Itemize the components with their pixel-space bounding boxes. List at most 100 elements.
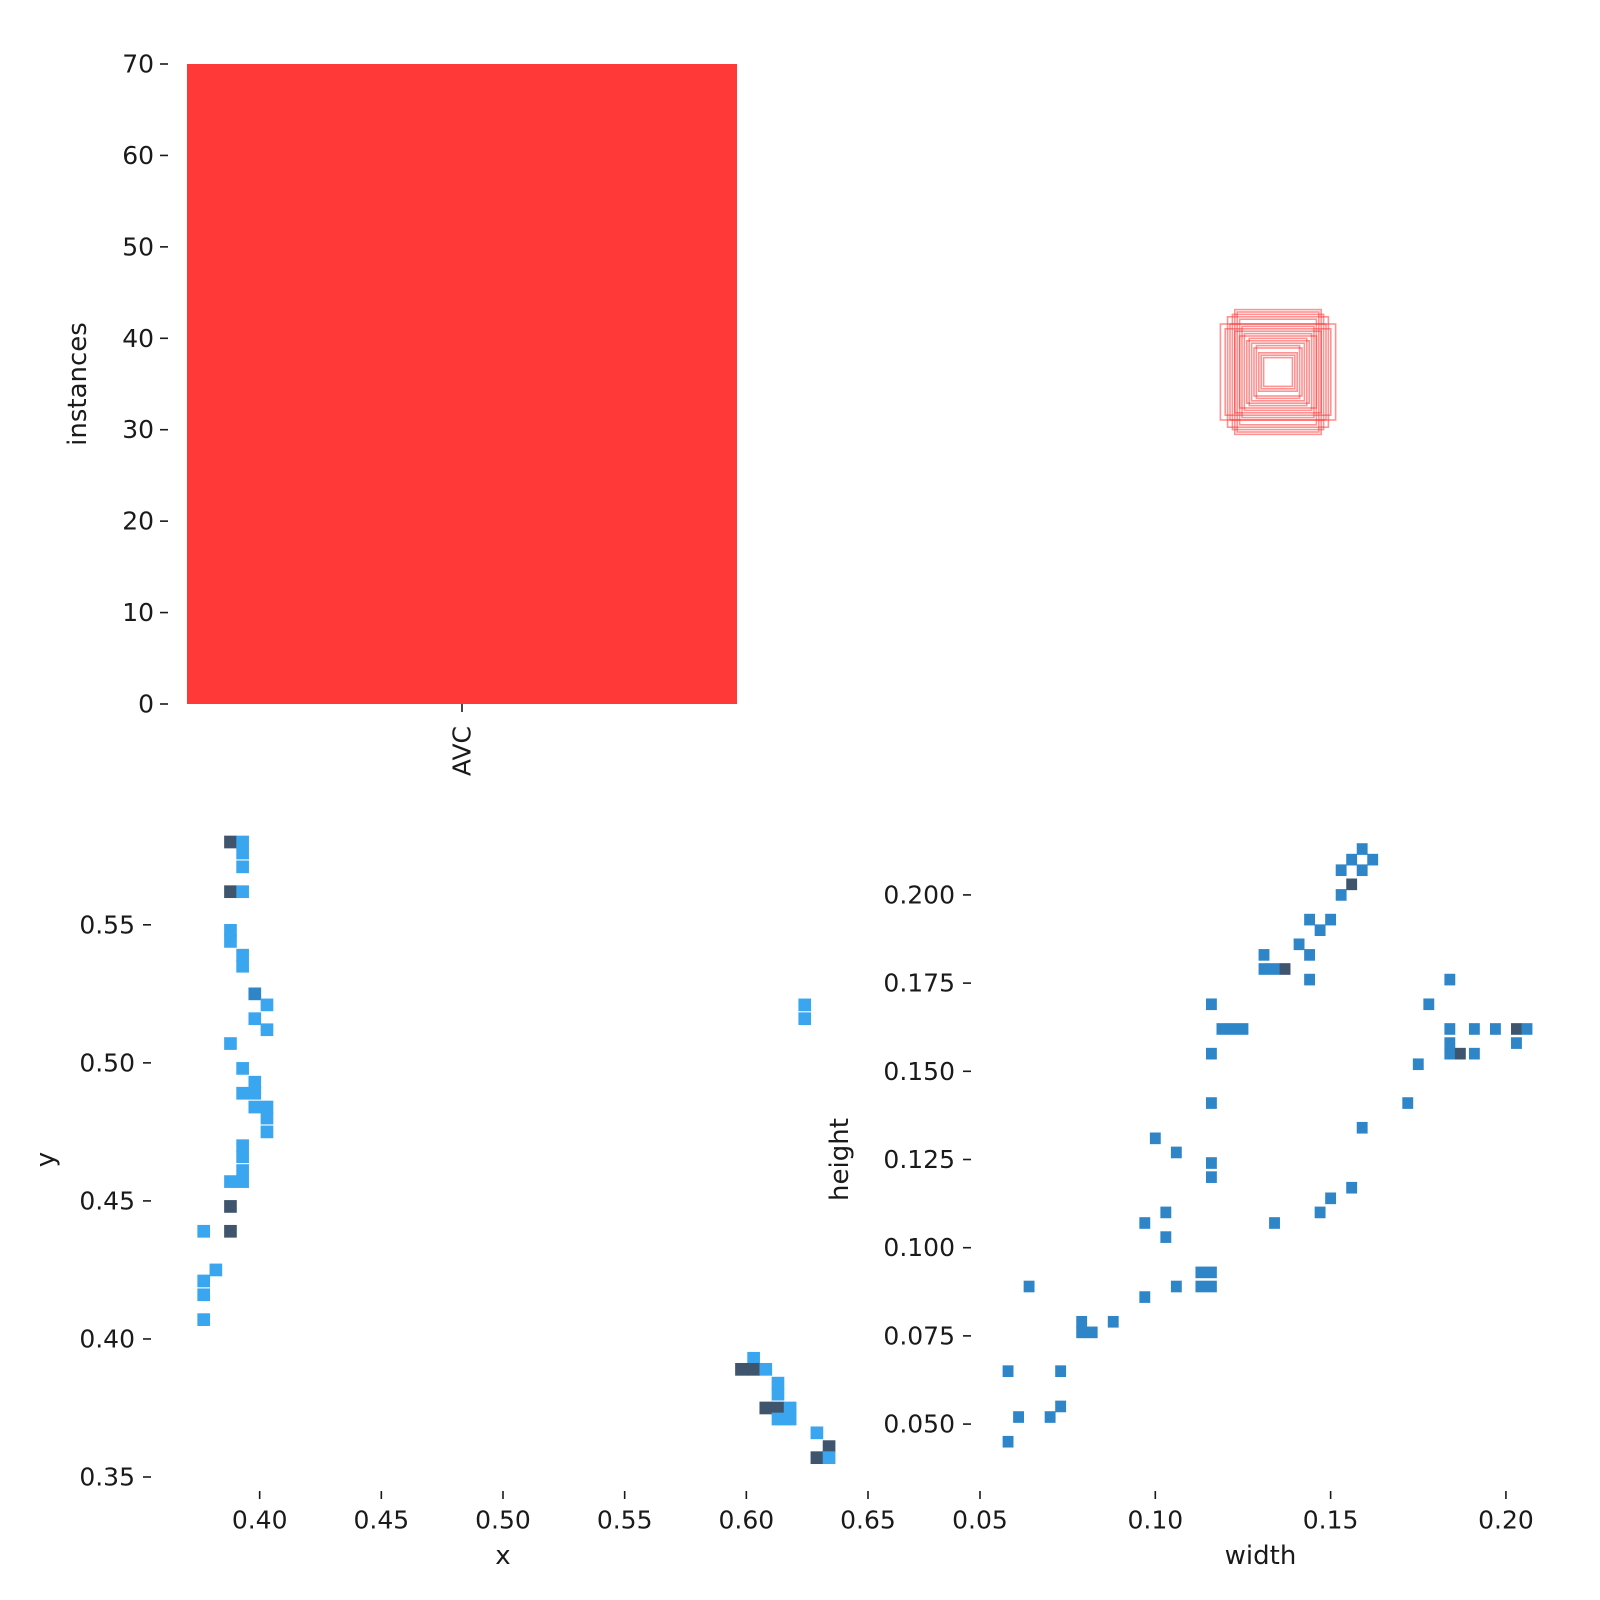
heatmap-cell: [1139, 1291, 1151, 1303]
heatmap-cell: [260, 1111, 274, 1125]
heatmap-cell: [1468, 1023, 1480, 1035]
box-outline: [1238, 335, 1318, 409]
heatmap-cell: [1325, 1192, 1337, 1205]
box-outline: [1246, 339, 1311, 404]
box-outline: [1236, 311, 1320, 433]
y-tick-label: 30: [122, 415, 154, 444]
box-outline: [1258, 351, 1299, 392]
xy-heatmap-panel: 0.40 0.45 0.50 0.55 0.60 0.65 0.35 0.40 0.45 0.50…: [31, 835, 896, 1571]
heatmap-cell: [1170, 1146, 1182, 1159]
heatmap-cell: [1195, 1266, 1207, 1279]
heatmap-cell: [236, 948, 249, 962]
box-outline: [1262, 356, 1294, 388]
heatmap-cell: [1107, 1315, 1119, 1328]
heatmap-cell: [1521, 1023, 1533, 1035]
box-outline: [1255, 344, 1301, 400]
heatmap-cell: [1356, 843, 1368, 855]
heatmap-cell: [236, 1062, 249, 1075]
heatmap-cell: [759, 1401, 773, 1415]
instances-bar-panel: AVC 0 10 20 30 40 50 60 70 instances: [63, 50, 737, 776]
heatmap-cell: [798, 998, 812, 1012]
y-axis-label: instances: [63, 322, 93, 446]
heatmap-cell: [248, 1086, 262, 1100]
x-axis-label: x: [495, 1541, 510, 1571]
heatmap-cell: [1139, 1217, 1151, 1229]
heatmap-cell: [224, 1224, 237, 1238]
heatmap-cell: [810, 1451, 824, 1465]
heatmap-cell: [224, 923, 237, 937]
heatmap-cell: [1304, 973, 1316, 986]
y-axis-label: y: [31, 1152, 61, 1167]
y-tick-label: 0.175: [883, 969, 955, 998]
heatmap-cell: [1444, 1023, 1456, 1035]
heatmap-cell: [1205, 1157, 1217, 1169]
heatmap-cell: [1205, 1280, 1217, 1293]
box-outline: [1241, 325, 1315, 419]
heatmap-cell: [1055, 1365, 1067, 1377]
y-tick-label: 40: [122, 324, 154, 353]
heatmap-cell: [224, 885, 237, 899]
heatmap-cell: [1237, 1023, 1249, 1035]
x-tick-label: 0.10: [1127, 1506, 1183, 1535]
heatmap-cell: [260, 1100, 274, 1114]
box-outline: [1253, 347, 1303, 397]
y-tick-label: 0.100: [883, 1233, 955, 1262]
heatmap-cell: [1454, 1047, 1466, 1060]
x-tick-label: AVC: [448, 726, 477, 776]
heatmap-cell: [260, 1023, 274, 1037]
heatmap-cell: [747, 1362, 760, 1376]
heatmap-cell: [771, 1387, 785, 1401]
heatmap-cell: [798, 1012, 812, 1026]
heatmap-cell: [236, 1164, 249, 1177]
box-outline: [1226, 315, 1330, 428]
heatmap-cell: [1402, 1097, 1414, 1109]
box-outline: [1224, 327, 1332, 416]
heatmap-cell: [236, 885, 249, 899]
heatmap-cell: [1269, 1217, 1280, 1229]
heatmap-cell: [248, 1075, 262, 1089]
y-tick-label: 20: [122, 507, 154, 536]
box-outline: [1248, 337, 1308, 407]
heatmap-cell: [822, 1451, 836, 1465]
heatmap-cell: [224, 935, 237, 948]
heatmap-cell: [1304, 913, 1316, 926]
y-tick-label: 0.150: [883, 1057, 955, 1086]
heatmap-cell: [1216, 1023, 1228, 1035]
heatmap-cell: [236, 846, 249, 860]
heatmap-cell: [224, 1037, 237, 1050]
box-outline: [1231, 313, 1325, 431]
heatmap-cell: [1205, 1171, 1217, 1183]
heatmap-cell: [1444, 973, 1456, 986]
heatmap-cell: [1002, 1365, 1014, 1377]
y-tick-label: 50: [122, 232, 154, 261]
y-tick-label: 0.050: [883, 1410, 955, 1439]
heatmap-cell: [1356, 1121, 1368, 1134]
heatmap-cell: [1423, 998, 1435, 1011]
heatmap-cell: [197, 1274, 211, 1288]
heatmap-cell: [224, 1175, 237, 1188]
heatmap-cell: [1412, 1058, 1424, 1071]
y-tick-label: 0.200: [883, 880, 955, 909]
y-tick-label: 0.125: [883, 1145, 955, 1174]
heatmap-cell: [771, 1401, 785, 1415]
heatmap-cell: [1160, 1231, 1172, 1243]
y-tick-label: 0.55: [79, 910, 135, 939]
bar-avc: [187, 64, 737, 704]
box-outline: [1250, 342, 1306, 402]
heatmap-cell: [771, 1376, 785, 1390]
x-tick-label: 0.20: [1478, 1506, 1534, 1535]
x-tick-label: 0.40: [232, 1506, 288, 1535]
heatmap-cell: [224, 835, 237, 849]
heatmap-cell: [1335, 864, 1347, 877]
y-tick-label: 60: [122, 141, 154, 170]
x-tick-label: 0.05: [952, 1506, 1008, 1535]
box-outline: [1234, 330, 1323, 414]
heatmap-cell: [1269, 963, 1280, 975]
heatmap-cell: [197, 1313, 211, 1326]
heatmap-cell: [822, 1440, 836, 1453]
heatmap-cell: [224, 1200, 237, 1213]
heatmap-cell: [260, 998, 274, 1012]
heatmap-cell: [1335, 889, 1347, 901]
heatmap-cell: [735, 1362, 748, 1376]
